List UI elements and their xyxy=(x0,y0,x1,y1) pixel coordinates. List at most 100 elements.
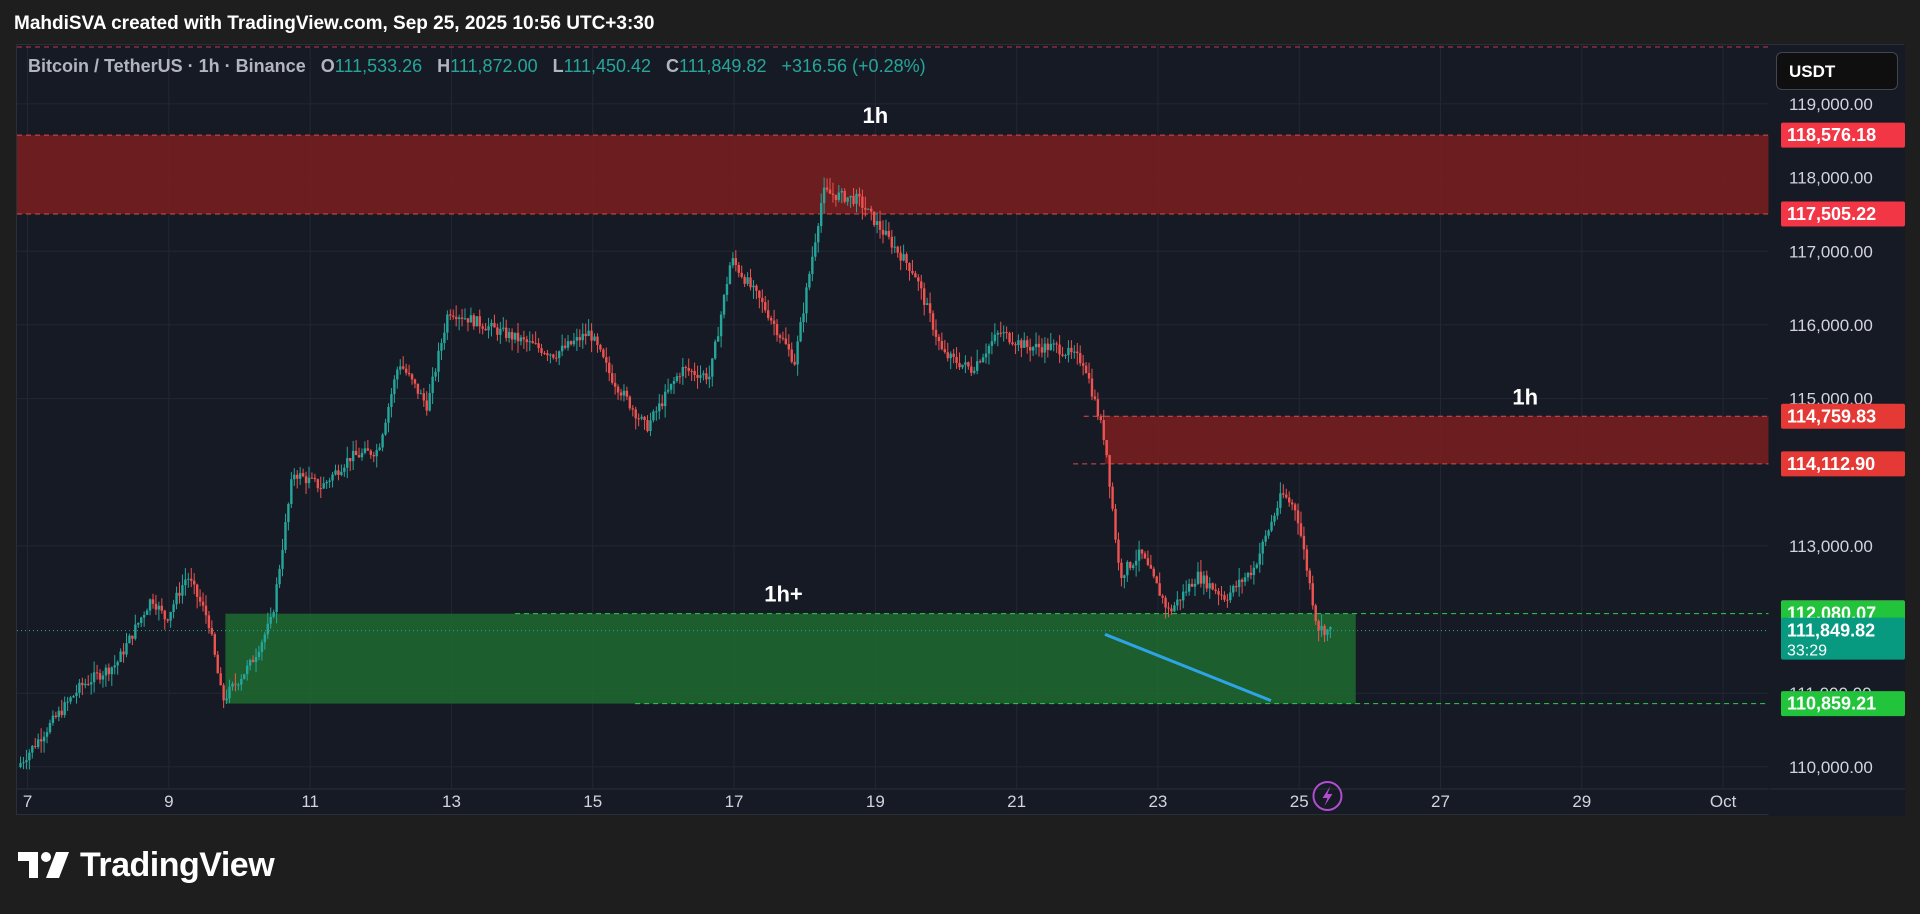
price-tag-text: 117,505.22 xyxy=(1787,204,1876,224)
candle-body xyxy=(1202,575,1206,584)
candle-body xyxy=(1229,592,1232,601)
candle-body xyxy=(484,328,487,331)
supply-zone[interactable] xyxy=(1104,416,1769,464)
candle-body xyxy=(413,379,417,384)
candle-body xyxy=(122,651,125,655)
candle-body xyxy=(272,612,275,617)
chart-frame[interactable]: 1h1h1h+110,000.00111,000.00113,000.00115… xyxy=(16,44,1905,816)
candle-body xyxy=(940,341,944,350)
candle-body xyxy=(116,661,119,666)
candle-body xyxy=(669,383,673,390)
supply-zone[interactable] xyxy=(17,135,1769,215)
candle-body xyxy=(1043,343,1047,353)
candle-body xyxy=(237,684,240,686)
candle-body xyxy=(1311,583,1314,606)
candle-body xyxy=(219,673,222,686)
candle-body xyxy=(51,715,55,723)
candle-body xyxy=(175,592,178,605)
candle-body xyxy=(472,315,476,327)
candle-body xyxy=(1014,344,1017,346)
candle-body xyxy=(546,353,549,356)
candle-body xyxy=(805,287,808,314)
candle-body xyxy=(107,667,111,675)
candle-body xyxy=(290,479,293,505)
candle-body xyxy=(296,474,299,479)
candle-body xyxy=(731,258,735,266)
candle-body xyxy=(1246,572,1250,578)
lightning-icon[interactable] xyxy=(1312,780,1343,811)
candle-body xyxy=(163,610,166,620)
candle-body xyxy=(628,396,632,409)
price-tag-text: 114,112.90 xyxy=(1787,454,1875,474)
candle-body xyxy=(460,317,464,319)
candle-body xyxy=(1308,570,1312,584)
candle-body xyxy=(569,341,573,345)
x-tick-label: 21 xyxy=(1007,792,1026,811)
candle-body xyxy=(28,752,31,761)
candle-body xyxy=(593,336,596,341)
candle-body xyxy=(499,328,502,335)
candle-body xyxy=(914,273,917,278)
candle-body xyxy=(846,197,849,202)
demand-zone[interactable] xyxy=(225,613,1356,704)
candle-body xyxy=(946,352,949,359)
price-chart[interactable]: 1h1h1h+110,000.00111,000.00113,000.00115… xyxy=(17,45,1905,816)
close-value: 111,849.82 xyxy=(679,56,767,76)
candle-body xyxy=(1120,562,1123,578)
x-tick-label: 25 xyxy=(1290,792,1309,811)
candle-body xyxy=(1326,629,1329,635)
candle-body xyxy=(1084,365,1088,373)
candle-body xyxy=(755,285,758,291)
candle-body xyxy=(434,371,437,377)
candle-body xyxy=(581,333,584,341)
candle-body xyxy=(245,665,249,675)
candle-body xyxy=(1055,343,1058,345)
candle-body xyxy=(1102,419,1105,441)
candle-body xyxy=(1005,332,1008,334)
candle-body xyxy=(440,343,443,351)
candle-body xyxy=(752,285,755,288)
y-tick-label: 119,000.00 xyxy=(1789,95,1873,114)
candle-body xyxy=(1243,577,1247,582)
trendline[interactable] xyxy=(1104,632,1272,702)
price-tag xyxy=(1781,122,1905,148)
candle-body xyxy=(254,657,258,663)
candle-body xyxy=(690,370,693,372)
price-scale[interactable] xyxy=(1769,45,1905,816)
candle-body xyxy=(54,715,58,718)
candle-body xyxy=(404,368,408,373)
candle-body xyxy=(328,480,331,482)
candle-body xyxy=(878,221,882,230)
candles[interactable] xyxy=(19,177,1332,770)
candle-body xyxy=(708,376,711,380)
y-tick-label: 117,000.00 xyxy=(1789,242,1873,261)
candle-body xyxy=(387,406,390,423)
candle-body xyxy=(808,273,811,288)
candle-body xyxy=(911,270,914,274)
candle-body xyxy=(637,418,640,420)
candle-body xyxy=(481,326,484,329)
candle-body xyxy=(661,403,664,407)
candle-body xyxy=(566,341,570,348)
candle-body xyxy=(101,675,105,680)
candle-body xyxy=(796,341,799,365)
candle-body xyxy=(1205,575,1208,589)
candle-body xyxy=(984,353,988,358)
y-tick-label: 116,000.00 xyxy=(1789,316,1873,335)
candle-body xyxy=(346,458,349,468)
price-tag-text: 114,759.83 xyxy=(1787,406,1876,426)
candle-body xyxy=(549,354,552,356)
candle-body xyxy=(719,314,723,337)
candle-body xyxy=(1288,497,1291,503)
candle-body xyxy=(973,370,976,373)
candle-body xyxy=(1217,591,1220,595)
change-value: +316.56 (+0.28%) xyxy=(781,56,926,76)
candle-body xyxy=(1317,621,1320,631)
candle-body xyxy=(1037,343,1041,348)
candle-body xyxy=(725,283,729,295)
candle-body xyxy=(1002,332,1005,334)
candle-body xyxy=(1093,396,1097,400)
currency-button[interactable]: USDT xyxy=(1776,52,1898,90)
tradingview-logo[interactable]: TradingView xyxy=(18,845,275,885)
candle-body xyxy=(931,313,935,330)
